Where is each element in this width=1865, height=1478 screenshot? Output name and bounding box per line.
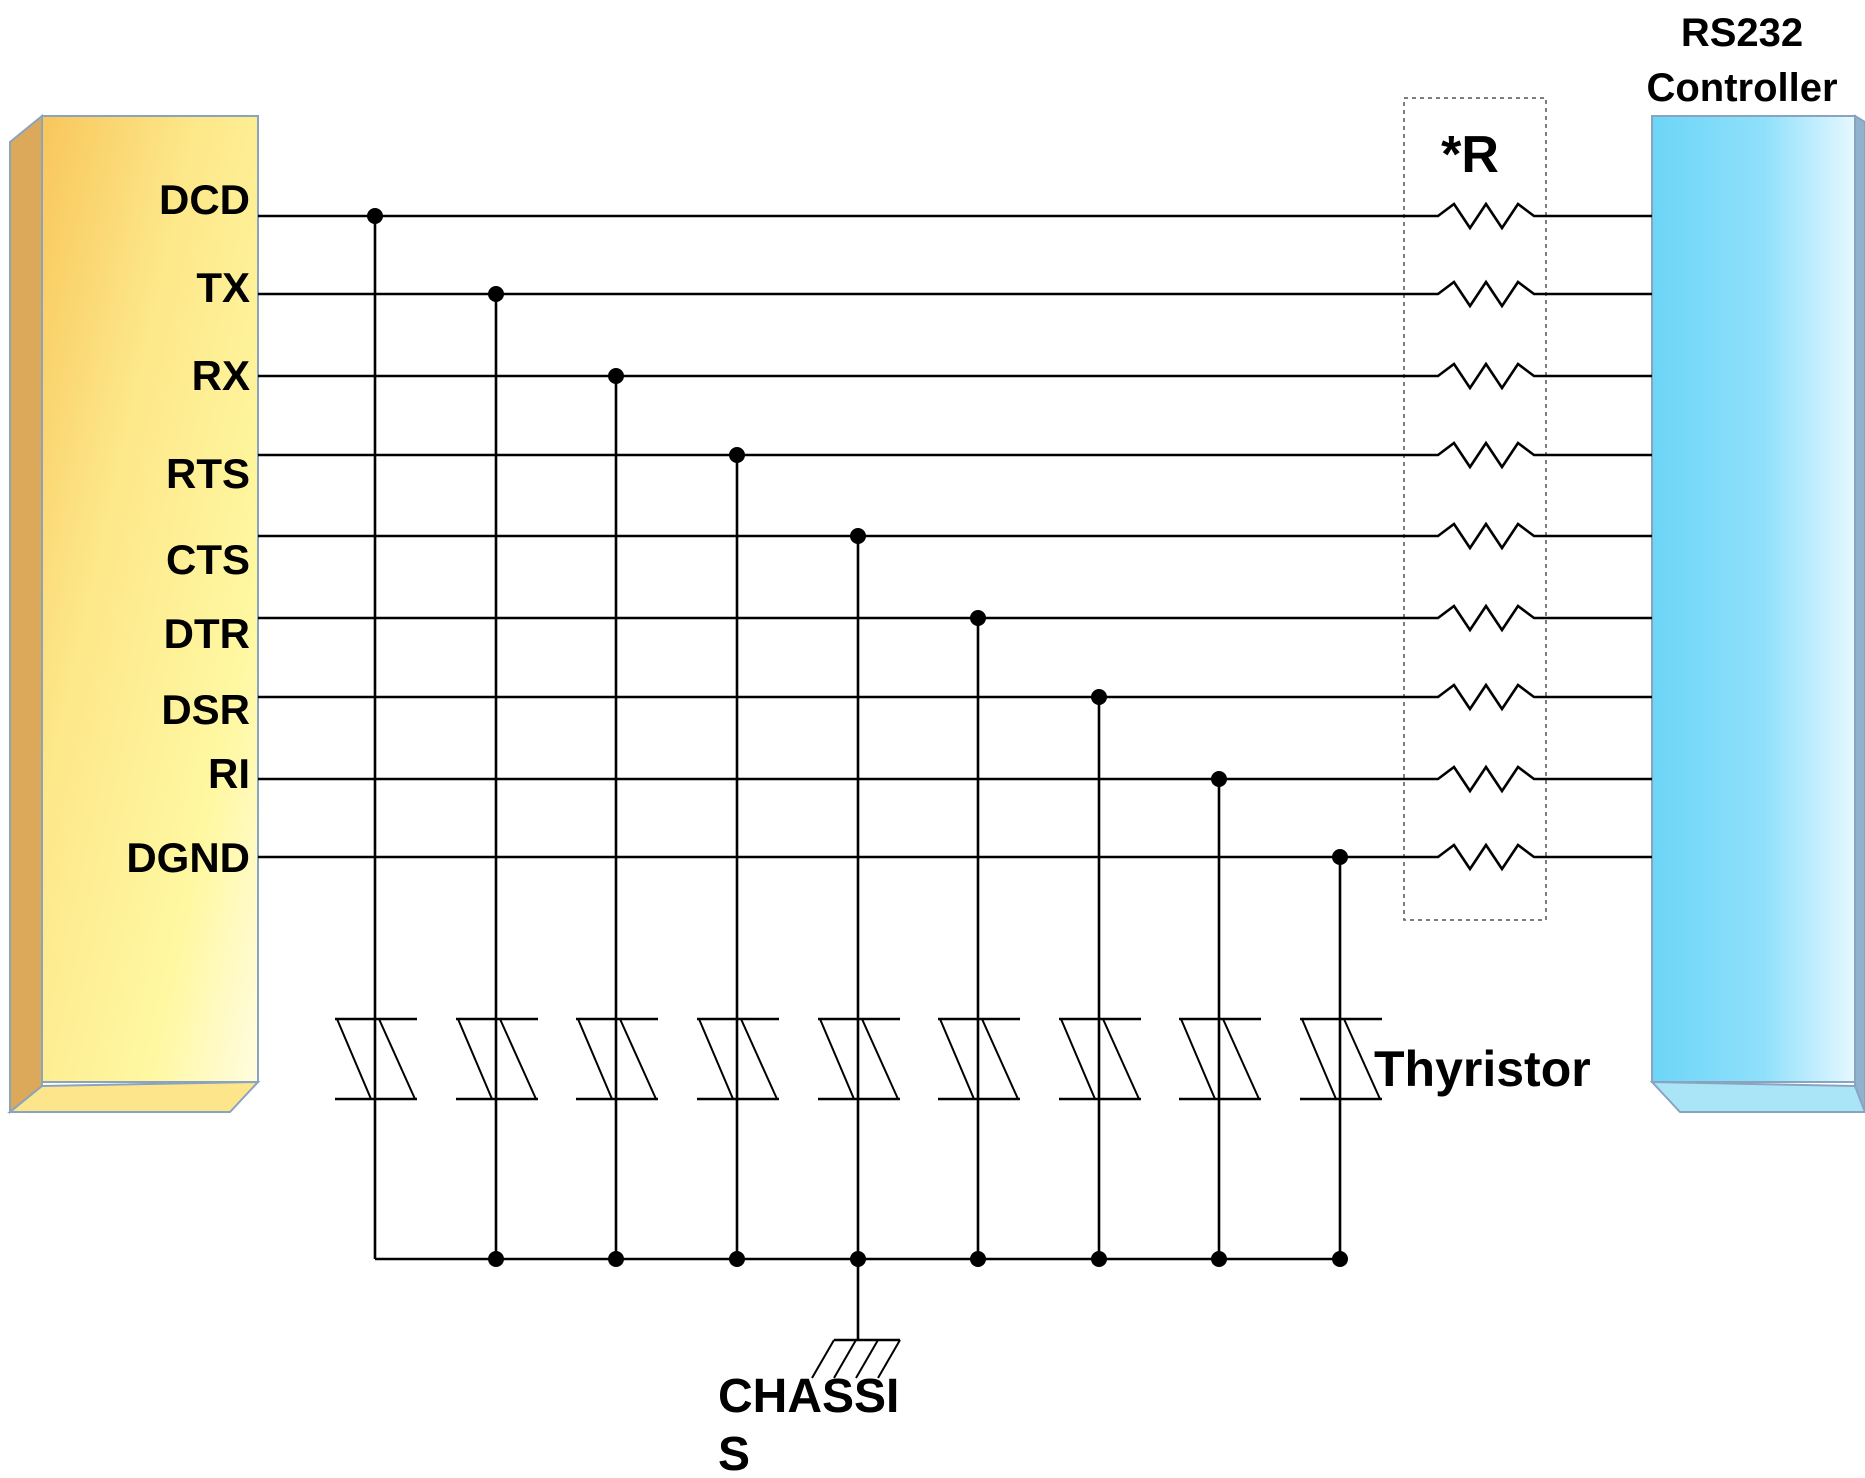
branch-wires bbox=[373, 216, 1342, 1259]
signal-label-dcd: DCD bbox=[159, 176, 250, 223]
rs232-controller-block bbox=[1649, 114, 1865, 1113]
resistor-ri bbox=[1424, 764, 1544, 794]
signal-label-dtr: DTR bbox=[164, 610, 250, 657]
chassis-label-line1: CHASSI bbox=[718, 1370, 899, 1423]
chassis-label-line2: S bbox=[718, 1428, 750, 1478]
thyristor-dtr bbox=[938, 1017, 1020, 1101]
resistor-label: *R bbox=[1441, 126, 1499, 184]
db9-connector-block bbox=[7, 113, 261, 1115]
signal-lines bbox=[258, 214, 1652, 859]
resistor-cts bbox=[1424, 521, 1544, 551]
resistor-array-box bbox=[1403, 97, 1547, 921]
signal-label-rts: RTS bbox=[166, 450, 250, 497]
junction-dot-dsr bbox=[1091, 689, 1107, 705]
thyristor-ri bbox=[1179, 1017, 1261, 1101]
thyristor-dgnd bbox=[1300, 1017, 1382, 1101]
thyristor-array bbox=[335, 1017, 1382, 1101]
thyristor-rts bbox=[697, 1017, 779, 1101]
signal-label-ri: RI bbox=[208, 750, 250, 797]
resistor-dgnd bbox=[1424, 842, 1544, 872]
resistor-array bbox=[1424, 201, 1544, 872]
junction-dot-tx bbox=[488, 286, 504, 302]
junction-dot-dgnd bbox=[1332, 849, 1348, 865]
junction-dot-ri bbox=[1211, 771, 1227, 787]
junction-dot-dtr bbox=[970, 610, 986, 626]
resistor-tx bbox=[1424, 279, 1544, 309]
resistor-dsr bbox=[1424, 682, 1544, 712]
signal-label-rx: RX bbox=[192, 352, 250, 399]
junction-dot-rx bbox=[608, 368, 624, 384]
resistor-rx bbox=[1424, 361, 1544, 391]
signal-label-dsr: DSR bbox=[161, 686, 250, 733]
junction-dot-dcd bbox=[367, 208, 383, 224]
chassis-ground-icon bbox=[811, 1338, 901, 1379]
junction-dot-cts bbox=[850, 528, 866, 544]
thyristor-label: Thyristor bbox=[1374, 1041, 1591, 1097]
resistor-rts bbox=[1424, 440, 1544, 470]
resistor-dtr bbox=[1424, 603, 1544, 633]
signal-label-tx: TX bbox=[196, 264, 250, 311]
controller-label-line2: Controller bbox=[1646, 66, 1837, 110]
thyristor-dsr bbox=[1059, 1017, 1141, 1101]
thyristor-cts bbox=[818, 1017, 900, 1101]
signal-label-cts: CTS bbox=[166, 536, 250, 583]
thyristor-rx bbox=[576, 1017, 658, 1101]
controller-label-line1: RS232 bbox=[1681, 11, 1803, 55]
signal-labels: DCD TX RX RTS CTS DTR DSR RI DGND bbox=[126, 176, 250, 881]
thyristor-tx bbox=[456, 1017, 538, 1101]
signal-label-dgnd: DGND bbox=[126, 834, 250, 881]
thyristor-dcd bbox=[335, 1017, 417, 1101]
junction-dot-rts bbox=[729, 447, 745, 463]
resistor-dcd bbox=[1424, 201, 1544, 231]
